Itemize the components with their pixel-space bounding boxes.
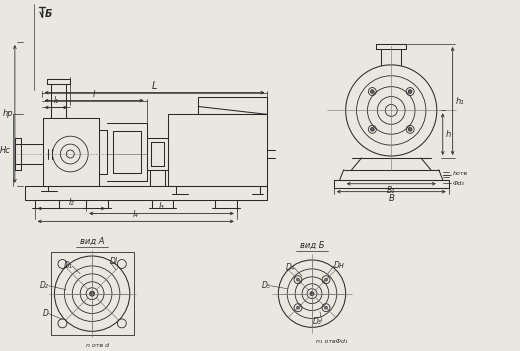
Text: вид Б: вид Б xyxy=(300,241,324,250)
Text: Фd₃: Фd₃ xyxy=(452,181,464,186)
Bar xyxy=(50,252,134,335)
Text: h₁: h₁ xyxy=(456,97,464,106)
Text: D₂: D₂ xyxy=(40,281,48,290)
Text: D₁: D₁ xyxy=(63,261,72,270)
Text: B₁: B₁ xyxy=(387,186,395,195)
Text: l: l xyxy=(93,90,95,99)
Circle shape xyxy=(296,306,300,309)
Text: D₃: D₃ xyxy=(313,317,322,326)
Text: l₂: l₂ xyxy=(69,198,74,206)
Text: D: D xyxy=(43,309,48,318)
Text: n отв d: n отв d xyxy=(85,343,109,348)
Text: hp: hp xyxy=(2,110,13,118)
Text: Б: Б xyxy=(45,9,52,19)
Circle shape xyxy=(89,291,95,296)
Circle shape xyxy=(408,90,412,93)
Circle shape xyxy=(296,278,300,281)
Circle shape xyxy=(371,127,374,131)
Text: hотв: hотв xyxy=(452,171,468,176)
Text: l₁: l₁ xyxy=(54,97,59,106)
Text: D₄: D₄ xyxy=(285,263,294,272)
Text: Dн: Dн xyxy=(334,261,345,270)
Text: h: h xyxy=(446,130,451,139)
Text: l₄: l₄ xyxy=(133,210,138,219)
Text: Dl: Dl xyxy=(110,258,118,266)
Text: n₁ отвФd₁: n₁ отвФd₁ xyxy=(316,339,347,344)
Text: B: B xyxy=(388,194,394,203)
Circle shape xyxy=(408,127,412,131)
Text: вид А: вид А xyxy=(80,237,105,246)
Circle shape xyxy=(324,306,328,309)
Circle shape xyxy=(324,278,328,281)
Text: L: L xyxy=(152,81,157,91)
Circle shape xyxy=(371,90,374,93)
Text: Hc: Hc xyxy=(0,146,11,154)
Circle shape xyxy=(310,292,314,296)
Text: D₅: D₅ xyxy=(262,281,270,290)
Text: l₃: l₃ xyxy=(159,203,164,211)
